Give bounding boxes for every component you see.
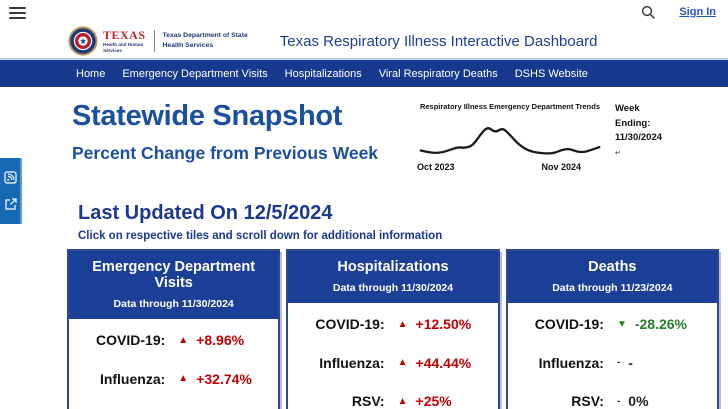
snapshot-tiles: Emergency Department Visits Data through…: [67, 249, 719, 409]
metric-value: +32.74%: [196, 370, 252, 387]
last-updated-section: Last Updated On 12/5/2024 Click on respe…: [78, 202, 728, 242]
primary-nav: Home Emergency Department Visits Hospita…: [0, 60, 728, 87]
metric-row-rsv: RSV: ▲ +25%: [351, 393, 452, 409]
logo-text-dept: Texas Department of State Health Service…: [162, 32, 248, 49]
tile-data-through: Data through 11/30/2024: [113, 298, 234, 310]
trend-x-end-label: Nov 2024: [541, 162, 581, 172]
tile-data-through: Data through 11/23/2024: [552, 282, 673, 294]
nav-item-emergency-department-visits[interactable]: Emergency Department Visits: [122, 67, 268, 80]
metric-value: 0%: [628, 393, 649, 409]
trend-up-icon: ▲: [178, 373, 189, 384]
logo-text-hhs: TEXAS Health and Human Services: [103, 27, 146, 53]
metric-row-influenza: Influenza: ▲ +32.74%: [99, 370, 252, 387]
metric-row-influenza: Influenza: ▲ +44.44%: [319, 354, 472, 371]
svg-text:★: ★: [79, 36, 86, 46]
week-ending-footnote: ↵: [615, 150, 621, 158]
trend-chart-title: Respiratory Illness Emergency Department…: [419, 102, 601, 111]
metric-value: +25%: [415, 393, 452, 409]
metric-row-covid: COVID-19: ▲ +8.96%: [96, 332, 245, 348]
week-ending-note: Week Ending: 11/30/2024 ↵: [615, 103, 663, 158]
tile-title: Hospitalizations: [337, 259, 449, 275]
last-updated-instructions: Click on respective tiles and scroll dow…: [78, 230, 443, 242]
logo-divider: [153, 30, 155, 52]
site-header: ★ TEXAS Health and Human Services Texas …: [0, 24, 728, 60]
trend-x-start-label: Oct 2023: [417, 162, 455, 172]
tile-title: Emergency Department Visits: [92, 259, 256, 291]
tile-title: Deaths: [588, 259, 637, 275]
hero-section: Statewide Snapshot Percent Change from P…: [72, 100, 728, 172]
menu-icon[interactable]: [9, 7, 26, 19]
trend-up-icon: ▲: [397, 395, 408, 407]
tile-data-through: Data through 11/30/2024: [332, 282, 454, 294]
share-icon[interactable]: [4, 198, 17, 211]
sign-in-link[interactable]: Sign In: [679, 6, 716, 18]
metric-value: +8.96%: [196, 332, 245, 348]
logo-texas-label: TEXAS: [103, 27, 146, 42]
metric-row-influenza: Influenza: - -: [538, 354, 633, 371]
hero-subtitle: Percent Change from Previous Week: [72, 143, 379, 163]
tile-hospitalizations[interactable]: Hospitalizations Data through 11/30/2024…: [286, 249, 500, 409]
metric-row-covid: COVID-19: ▼ -28.26%: [534, 316, 687, 332]
trend-chart-block: Respiratory Illness Emergency Department…: [417, 102, 679, 172]
metric-row-rsv: RSV: - 0%: [571, 393, 649, 409]
tile-deaths[interactable]: Deaths Data through 11/23/2024 COVID-19:…: [505, 249, 719, 409]
trend-down-icon: ▼: [616, 318, 627, 330]
nav-item-hospitalizations[interactable]: Hospitalizations: [284, 67, 362, 80]
texas-hhs-seal-logo: ★: [68, 26, 98, 56]
feed-icon[interactable]: [3, 171, 17, 184]
metric-value: +12.50%: [415, 316, 472, 332]
search-icon[interactable]: [641, 5, 656, 19]
trend-up-icon: ▲: [397, 357, 408, 368]
hero-title: Statewide Snapshot: [72, 100, 343, 132]
nav-item-dshs-website[interactable]: DSHS Website: [514, 67, 588, 80]
nav-item-home[interactable]: Home: [76, 67, 106, 80]
metric-value: +44.44%: [415, 354, 472, 371]
trend-sparkline-chart: [419, 127, 601, 155]
trend-flat-icon: -: [616, 395, 621, 407]
tile-emergency-department-visits[interactable]: Emergency Department Visits Data through…: [67, 249, 281, 409]
trend-up-icon: ▲: [178, 334, 189, 346]
last-updated-title: Last Updated On 12/5/2024: [78, 202, 333, 224]
page-title: Texas Respiratory Illness Interactive Da…: [279, 32, 598, 50]
metric-row-covid: COVID-19: ▲ +12.50%: [315, 316, 472, 332]
nav-item-viral-respiratory-deaths[interactable]: Viral Respiratory Deaths: [378, 67, 498, 80]
metric-value: -28.26%: [634, 316, 687, 332]
trend-flat-icon: -: [616, 357, 621, 368]
metric-value: -: [628, 354, 633, 371]
utility-bar: Sign In: [0, 0, 728, 24]
side-toolbar: [0, 158, 22, 224]
trend-up-icon: ▲: [397, 318, 408, 330]
